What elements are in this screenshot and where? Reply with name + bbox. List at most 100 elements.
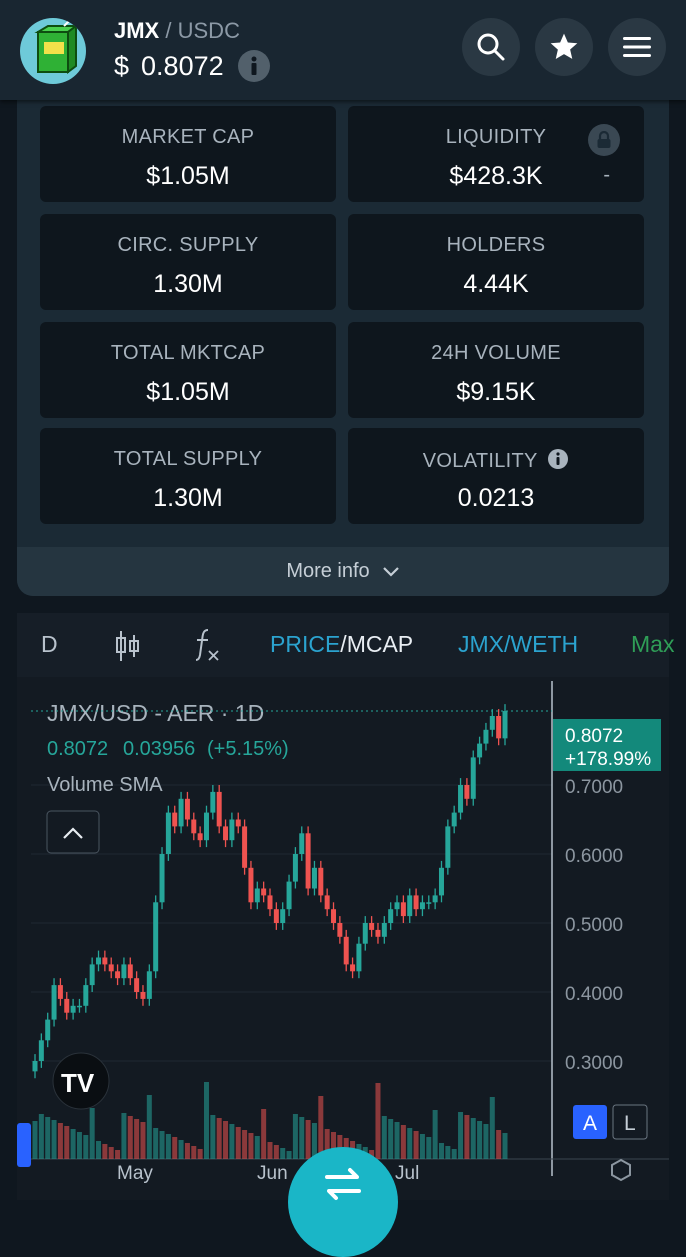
candle-body [216, 791, 222, 827]
stat-value: $9.15K [456, 378, 536, 406]
candle-body [102, 957, 108, 965]
volume-bar [438, 1143, 444, 1159]
volume-bar [451, 1149, 457, 1159]
lock-icon[interactable] [588, 124, 620, 156]
candle-body [369, 923, 375, 930]
candle-body [451, 812, 457, 827]
y-tick-label: 0.3000 [565, 1053, 623, 1074]
candle-body [70, 1005, 76, 1013]
stat-value: $1.05M [146, 378, 230, 406]
chevron-up-icon [63, 827, 83, 839]
candle-body [413, 895, 419, 910]
token-stats-panel: MARKET CAP $1.05M LIQUIDITY $428.3K - CI… [17, 100, 669, 596]
volume-bar [261, 1109, 267, 1159]
price-chart[interactable]: 0.7000 0.6000 0.5000 0.4000 0.3000 JMX/USD - … [17, 681, 669, 1200]
auto-scale-button [573, 1105, 607, 1139]
volume-bar [432, 1110, 438, 1159]
stat-label: CIRC. SUPPLY [117, 234, 259, 256]
more-info-button[interactable]: More info [17, 547, 669, 596]
candle-body [470, 757, 476, 799]
volume-bar [203, 1082, 209, 1159]
price-mcap-toggle[interactable]: PRICE/MCAP [270, 631, 413, 658]
chart-area[interactable]: 0.7000 0.6000 0.5000 0.4000 0.3000 JMX/USD - … [17, 681, 669, 1200]
chart-title: JMX/USD - AER · 1D [47, 700, 264, 726]
candle-body [115, 971, 121, 979]
volume-bar [496, 1130, 502, 1159]
pair-selector[interactable]: JMX/WETH [458, 631, 579, 657]
volume-bar [464, 1115, 470, 1159]
stat-value: 0.0213 [457, 484, 535, 512]
candle-body [483, 729, 489, 744]
volume-bar [254, 1136, 260, 1159]
volume-bar [381, 1116, 387, 1159]
candle-body [89, 964, 95, 986]
candle-body [38, 1040, 44, 1061]
volume-bar [400, 1125, 406, 1159]
volume-bar [394, 1122, 400, 1159]
volume-bar [223, 1121, 229, 1159]
stat-total-mktcap: TOTAL MKTCAP $1.05M [40, 322, 336, 418]
volume-bar [445, 1146, 451, 1159]
y-tick-label: 0.7000 [565, 777, 623, 798]
volume-bar [197, 1149, 203, 1159]
candle-body [235, 819, 241, 827]
volume-bar [38, 1114, 44, 1159]
max-button[interactable]: Max [631, 631, 675, 657]
volume-bar [89, 1108, 95, 1159]
volume-bar [477, 1121, 483, 1159]
candle-body [286, 881, 292, 910]
ohlc-legend-change: 0.03956 [123, 738, 195, 760]
volume-bar [305, 1120, 311, 1159]
swap-button[interactable] [288, 1147, 398, 1257]
ohlc-legend-pct: (+5.15%) [207, 738, 289, 760]
volume-bar [419, 1134, 425, 1159]
mcap-toggle[interactable]: MCAP [346, 631, 414, 657]
candle-body [331, 909, 337, 923]
candle-body [438, 867, 444, 896]
search-button[interactable] [462, 18, 520, 76]
hamburger-icon [623, 37, 651, 57]
volume-bar [165, 1134, 171, 1159]
candle-body [32, 1061, 38, 1072]
volume-bar [57, 1123, 63, 1159]
indicator-label: Volume SMA [47, 774, 163, 796]
volume-bar [121, 1113, 127, 1159]
candle-body [394, 902, 400, 910]
interval-button[interactable]: D [41, 631, 58, 657]
candle-body [337, 923, 343, 937]
volume-bar [172, 1137, 178, 1159]
volume-bar [127, 1116, 133, 1159]
volume-bar [115, 1150, 121, 1159]
indicators-button[interactable] [193, 627, 221, 669]
volume-bar [235, 1127, 241, 1159]
y-tick-label: 0.4000 [565, 984, 623, 1005]
volume-bar [108, 1147, 114, 1159]
price-toggle[interactable]: PRICE [270, 631, 341, 657]
candle-body [172, 812, 178, 827]
function-icon [195, 629, 219, 661]
last-price-tag [553, 719, 661, 771]
menu-button[interactable] [608, 18, 666, 76]
tradingview-logo [52, 1052, 110, 1110]
candle-body [445, 826, 451, 868]
volume-bar [331, 1132, 337, 1159]
toggle-separator: / [340, 631, 347, 657]
volume-bar [102, 1144, 108, 1159]
candle-body [292, 854, 298, 882]
candlestick-icon [116, 631, 139, 661]
price-value: 0.8072 [141, 50, 224, 81]
info-icon[interactable] [237, 50, 270, 82]
favorite-button[interactable] [535, 18, 593, 76]
stat-value: $428.3K [449, 162, 543, 190]
volume-bar [216, 1118, 222, 1159]
volume-bar [375, 1083, 381, 1159]
volume-bar [292, 1114, 298, 1159]
candle-body [273, 909, 279, 923]
info-icon[interactable] [547, 448, 569, 470]
more-info-label: More info [286, 560, 370, 582]
candle-body [229, 819, 235, 841]
candle-type-button[interactable] [115, 629, 141, 669]
candle-body [248, 867, 254, 903]
candle-body [375, 929, 381, 937]
volume-bar [426, 1137, 432, 1159]
